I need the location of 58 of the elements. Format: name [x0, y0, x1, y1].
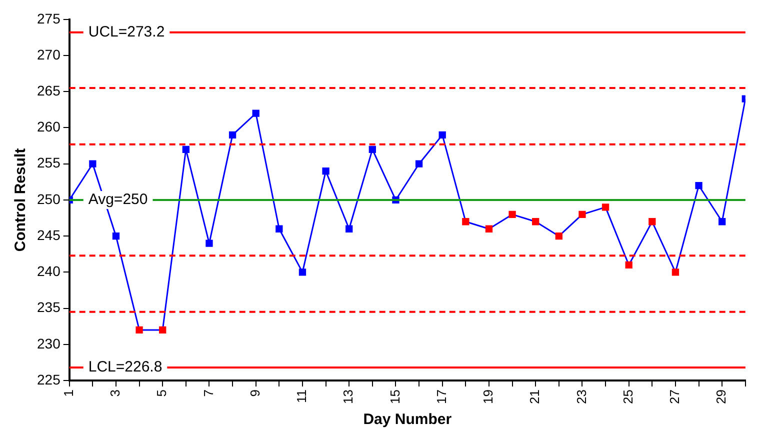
- point: [159, 326, 166, 334]
- y-tick-label: 255: [37, 154, 61, 171]
- point: [346, 225, 353, 232]
- point: [89, 160, 96, 168]
- x-tick-label: 23: [574, 390, 589, 404]
- y-tick-label: 260: [37, 118, 61, 135]
- point: [578, 210, 586, 218]
- point: [648, 218, 656, 226]
- x-tick-label: 29: [714, 390, 729, 404]
- y-tick-label: 245: [37, 226, 61, 243]
- y-tick-label: 235: [37, 299, 61, 316]
- point: [228, 131, 236, 139]
- point: [276, 225, 283, 232]
- ref-line-label: UCL=273.2: [88, 24, 165, 41]
- x-tick-label: 5: [154, 390, 170, 397]
- y-tick-label: 270: [37, 46, 61, 62]
- x-tick-label: 9: [247, 390, 262, 397]
- x-tick-label: 7: [200, 390, 216, 397]
- point: [112, 232, 120, 240]
- point: [672, 268, 680, 276]
- point: [322, 168, 330, 175]
- y-tick-label: 225: [37, 371, 61, 388]
- x-tick-label: 13: [340, 390, 356, 404]
- x-tick-label: 19: [480, 390, 496, 404]
- x-tick-label: 3: [108, 390, 123, 397]
- y-tick-label: 265: [37, 82, 61, 98]
- point: [415, 160, 423, 168]
- point: [298, 268, 306, 276]
- point: [485, 225, 493, 232]
- x-tick-label: 11: [294, 390, 310, 404]
- point: [532, 218, 540, 226]
- y-tick-label: 250: [37, 190, 61, 207]
- y-tick-label: 275: [37, 10, 61, 26]
- point: [252, 110, 260, 117]
- point: [368, 146, 376, 153]
- point: [602, 204, 610, 211]
- x-tick-label: 21: [527, 390, 542, 404]
- point: [555, 232, 562, 240]
- point: [718, 218, 726, 226]
- point: [182, 146, 190, 153]
- x-tick-label: 17: [434, 390, 449, 404]
- point: [462, 218, 470, 226]
- point: [625, 261, 632, 269]
- point: [438, 131, 446, 139]
- y-tick-label: 240: [37, 263, 61, 280]
- point: [508, 210, 516, 218]
- ref-line-label: LCL=226.8: [88, 358, 162, 376]
- y-axis-title: Control Result: [12, 148, 30, 252]
- x-tick-label: 27: [667, 390, 682, 404]
- x-tick-label: 25: [620, 390, 636, 404]
- ref-line-label: Avg=250: [88, 191, 148, 208]
- x-tick-label: 15: [387, 390, 402, 404]
- x-tick-label: 1: [60, 390, 76, 397]
- point: [206, 240, 213, 247]
- y-tick-label: 230: [37, 335, 61, 352]
- x-axis-title: Day Number: [363, 411, 452, 428]
- point: [695, 182, 702, 190]
- point: [136, 326, 143, 334]
